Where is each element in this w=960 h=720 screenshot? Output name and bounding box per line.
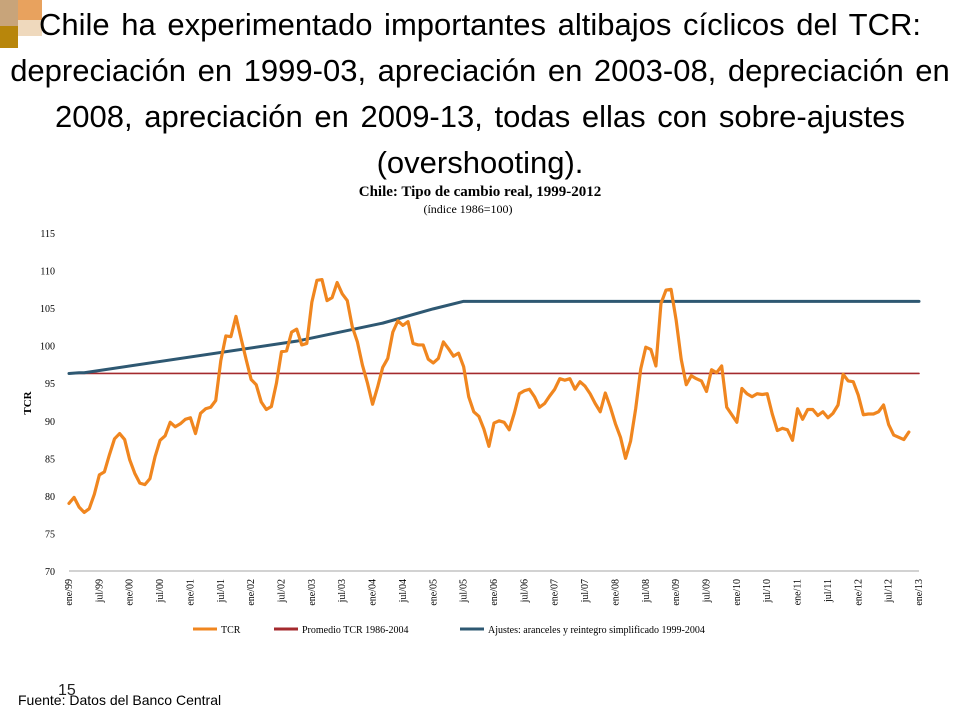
x-tick-label: ene/10 [732,579,743,606]
x-tick-label: ene/04 [368,579,379,606]
x-tick-label: ene/06 [489,579,500,606]
x-tick-label: jul/06 [519,579,530,603]
slide-title: Chile ha experimentado importantes altib… [10,7,950,180]
legend-label: Promedio TCR 1986-2004 [302,625,408,636]
x-tick-label: jul/08 [641,579,652,603]
x-tick-label: ene/02 [246,579,257,606]
legend-label: Ajustes: aranceles y reintegro simplific… [488,625,705,636]
y-tick-label: 80 [45,492,55,503]
x-tick-label: jul/01 [216,579,227,603]
y-tick-label: 100 [40,342,55,353]
chart-title: Chile: Tipo de cambio real, 1999-2012 [359,184,602,200]
x-tick-label: ene/05 [428,579,439,606]
x-tick-label: ene/00 [125,579,136,606]
x-tick-label: jul/05 [459,579,470,603]
axes: 70 75 80 85 90 95 100 105 110 115 ene/99 jul/99 ene/… [40,229,925,606]
x-tick-label: jul/10 [762,579,773,603]
x-tick-label: ene/99 [64,579,75,606]
corner-square-orange [18,0,42,20]
x-tick-label: jul/03 [337,579,348,603]
x-tick-label: jul/00 [155,579,166,603]
x-tick-label: jul/99 [94,579,105,603]
x-tick-label: jul/09 [702,579,713,603]
x-tick-label: jul/07 [580,579,591,603]
y-axis-label: TCR [22,390,34,414]
y-tick-label: 75 [45,529,55,540]
y-tick-label: 95 [45,379,55,390]
y-tick-label: 115 [40,229,55,240]
corner-square-tan [0,0,18,26]
x-tick-label: jul/11 [823,579,834,603]
corner-bar [42,0,960,4]
slide-number: 15 [58,682,76,699]
series-line-2 [67,299,921,375]
chart-subtitle: (índice 1986=100) [423,202,512,216]
corner-square-brown [0,26,18,48]
x-tick-label: ene/12 [853,579,864,606]
x-tick-label: ene/01 [185,579,196,606]
legend-label: TCR [221,625,241,636]
series-line-0 [67,277,911,515]
y-tick-label: 110 [40,267,55,278]
x-tick-label: ene/07 [550,579,561,606]
x-tick-label: ene/08 [610,579,621,606]
y-tick-label: 85 [45,454,55,465]
x-tick-label: jul/04 [398,579,409,603]
corner-square-light [18,20,42,36]
source-note: Fuente: Datos del Banco Central [18,692,222,708]
y-tick-label: 90 [45,417,55,428]
legend: TCR Promedio TCR 1986-2004 Ajustes: arance… [193,625,705,636]
x-tick-label: ene/13 [914,579,925,606]
y-tick-label: 105 [40,304,55,315]
x-tick-label: ene/03 [307,579,318,606]
y-tick-label: 70 [45,567,55,578]
x-tick-label: ene/11 [793,579,804,605]
series-lines [67,277,921,515]
x-tick-label: ene/09 [671,579,682,606]
x-tick-label: jul/12 [884,579,895,603]
x-tick-label: jul/02 [277,579,288,603]
